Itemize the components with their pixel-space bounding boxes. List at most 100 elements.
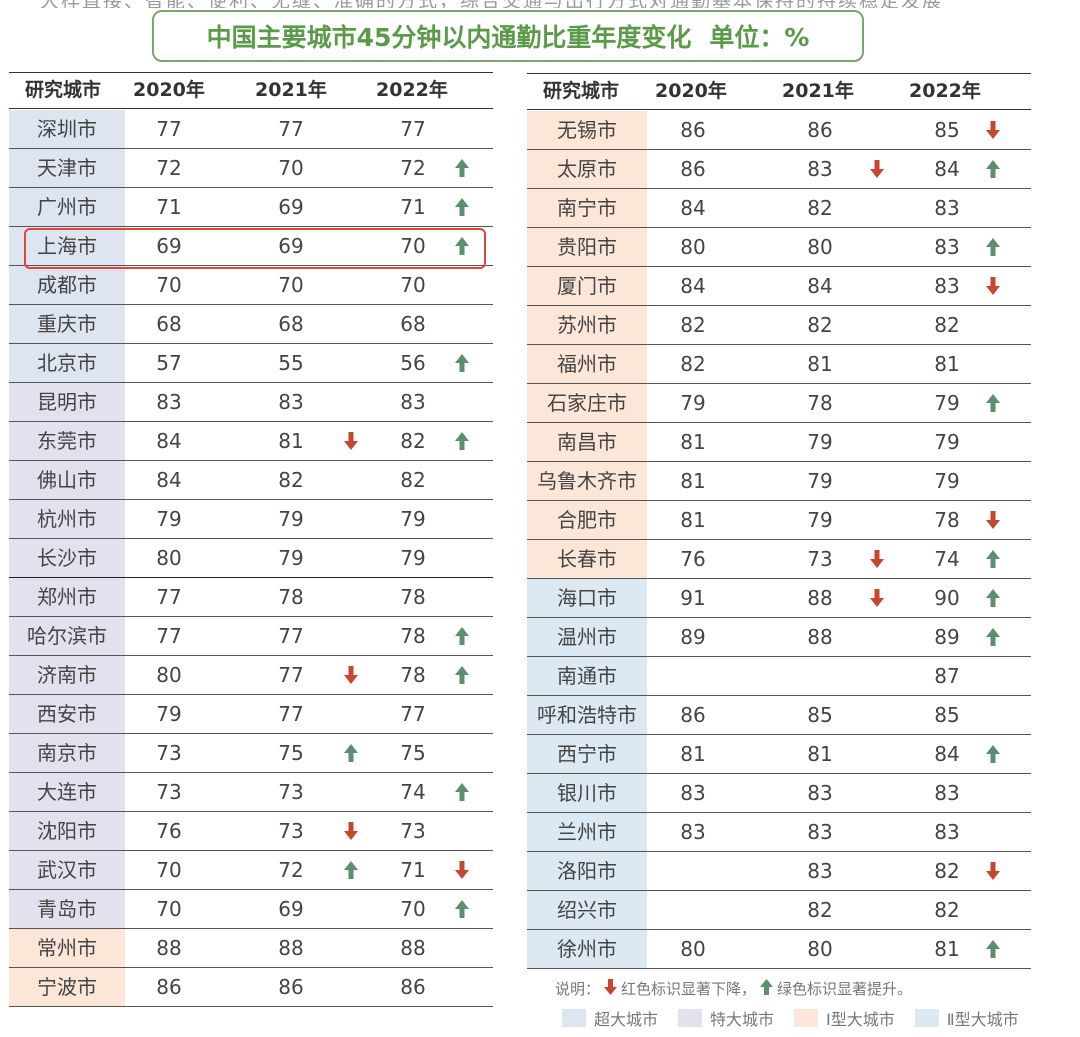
table-row: 大连市 73 73 74 — [9, 773, 493, 812]
value-2020: 73 — [156, 741, 182, 765]
table-row: 贵阳市 80 80 83 — [527, 228, 1031, 267]
value-2020: 79 — [156, 702, 182, 726]
city-cell: 福州市 — [527, 345, 647, 383]
title-box: 中国主要城市45分钟以内通勤比重年度变化 单位：% — [152, 10, 864, 62]
note: 说明： 红色标识显著下降， 绿色标识显著提升。 — [555, 978, 912, 999]
down-arrow-icon — [986, 121, 1002, 141]
table-row: 佛山市 84 82 82 — [9, 461, 493, 500]
value-2022: 71 — [400, 195, 426, 219]
down-arrow-icon — [986, 277, 1002, 297]
city-cell: 南宁市 — [527, 189, 647, 227]
up-arrow-icon — [986, 238, 1002, 258]
value-2020: 79 — [156, 507, 182, 531]
value-2022: 74 — [400, 780, 426, 804]
city-cell: 绍兴市 — [527, 891, 647, 929]
value-2021: 82 — [278, 468, 304, 492]
up-arrow-icon — [455, 159, 471, 179]
city-cell: 天津市 — [9, 149, 125, 187]
table-row: 哈尔滨市 77 77 78 — [9, 617, 493, 656]
table-row: 深圳市 77 77 77 — [9, 110, 493, 149]
city-cell: 乌鲁木齐市 — [527, 462, 647, 500]
value-2022: 82 — [934, 313, 960, 337]
value-2020: 84 — [680, 196, 706, 220]
value-2021: 83 — [807, 820, 833, 844]
table-row: 石家庄市 79 78 79 — [527, 384, 1031, 423]
table-row: 重庆市 68 68 68 — [9, 305, 493, 344]
value-2022: 79 — [934, 430, 960, 454]
up-arrow-icon — [344, 744, 360, 764]
up-arrow-icon — [760, 978, 774, 999]
value-2021: 83 — [807, 781, 833, 805]
value-2021: 69 — [278, 234, 304, 258]
table-header: 研究城市 2020年 2021年 2022年 — [527, 73, 1031, 110]
table-row: 温州市 89 88 89 — [527, 618, 1031, 657]
value-2021: 79 — [807, 508, 833, 532]
value-2020: 79 — [680, 391, 706, 415]
value-2021: 82 — [807, 898, 833, 922]
value-2022: 89 — [934, 625, 960, 649]
value-2022: 79 — [400, 546, 426, 570]
value-2020: 80 — [680, 235, 706, 259]
table-row: 北京市 57 55 56 — [9, 344, 493, 383]
value-2020: 89 — [680, 625, 706, 649]
value-2021: 72 — [278, 858, 304, 882]
value-2021: 80 — [807, 937, 833, 961]
city-cell: 西宁市 — [527, 735, 647, 773]
value-2020: 70 — [156, 897, 182, 921]
city-cell: 重庆市 — [9, 305, 125, 343]
value-2022: 77 — [400, 702, 426, 726]
table-row: 成都市 70 70 70 — [9, 266, 493, 305]
legend-item: Ⅱ型大城市 — [914, 1006, 1019, 1030]
table-row: 南通市 87 — [527, 657, 1031, 696]
value-2022: 85 — [934, 118, 960, 142]
value-2021: 55 — [278, 351, 304, 375]
header-2021: 2021年 — [782, 80, 854, 102]
up-arrow-icon — [986, 628, 1002, 648]
value-2022: 78 — [400, 624, 426, 648]
city-cell: 昆明市 — [9, 383, 125, 421]
city-cell: 南京市 — [9, 734, 125, 772]
city-cell: 南通市 — [527, 657, 647, 695]
value-2022: 74 — [934, 547, 960, 571]
note-down-text: 红色标识显著下降， — [621, 980, 757, 998]
value-2020: 71 — [156, 195, 182, 219]
value-2020: 70 — [156, 858, 182, 882]
up-arrow-icon — [455, 198, 471, 218]
city-cell: 苏州市 — [527, 306, 647, 344]
legend: 超大城市 特大城市 Ⅰ型大城市 Ⅱ型大城市 — [562, 1006, 1019, 1030]
city-cell: 青岛市 — [9, 890, 125, 928]
city-cell: 海口市 — [527, 579, 647, 617]
value-2020: 81 — [680, 430, 706, 454]
header-2022: 2022年 — [909, 80, 981, 102]
highlight-shanghai — [24, 228, 486, 269]
value-2021: 68 — [278, 312, 304, 336]
legend-item: 超大城市 — [562, 1006, 658, 1030]
down-arrow-icon — [870, 589, 886, 609]
city-cell: 济南市 — [9, 656, 125, 694]
value-2021: 81 — [807, 352, 833, 376]
value-2021: 78 — [807, 391, 833, 415]
value-2022: 70 — [400, 897, 426, 921]
value-2021: 79 — [807, 469, 833, 493]
up-arrow-icon — [455, 666, 471, 686]
value-2022: 85 — [934, 703, 960, 727]
city-cell: 杭州市 — [9, 500, 125, 538]
value-2022: 77 — [400, 117, 426, 141]
table-row: 常州市 88 88 88 — [9, 929, 493, 968]
city-cell: 兰州市 — [527, 813, 647, 851]
legend-label: 特大城市 — [710, 1010, 775, 1029]
city-cell: 北京市 — [9, 344, 125, 382]
table-row: 西宁市 81 81 84 — [527, 735, 1031, 774]
city-cell: 沈阳市 — [9, 812, 125, 850]
value-2021: 69 — [278, 195, 304, 219]
city-cell: 温州市 — [527, 618, 647, 656]
value-2022: 56 — [400, 351, 426, 375]
up-arrow-icon — [986, 940, 1002, 960]
value-2021: 69 — [278, 897, 304, 921]
value-2021: 83 — [807, 859, 833, 883]
value-2020: 72 — [156, 156, 182, 180]
down-arrow-icon — [604, 978, 618, 999]
city-cell: 深圳市 — [9, 110, 125, 148]
value-2021: 82 — [807, 196, 833, 220]
city-cell: 南昌市 — [527, 423, 647, 461]
